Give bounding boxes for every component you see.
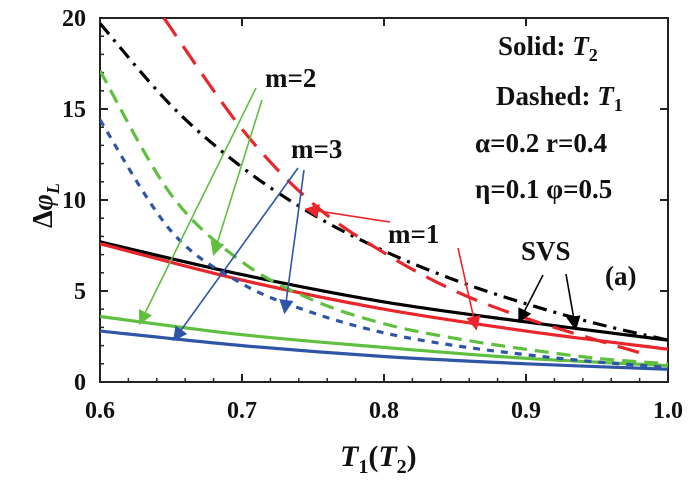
x-tick-label: 0.7 xyxy=(227,398,257,424)
x-axis: 0.6 0.7 0.8 0.9 1.0 xyxy=(85,18,683,424)
arrow-m2 xyxy=(139,87,257,326)
y-tick-label: 10 xyxy=(62,188,86,214)
series-m1-solid xyxy=(100,242,668,351)
arrow-svs xyxy=(565,273,581,331)
arrow-m3 xyxy=(172,167,299,342)
arrow-m3 xyxy=(279,169,305,315)
y-tick-label: 5 xyxy=(74,279,86,305)
y-axis-title: ΔφL xyxy=(28,183,63,228)
arrow-m1 xyxy=(304,203,391,223)
annotation-m3: m=3 xyxy=(291,134,342,164)
legend-params-1: α=0.2 r=0.4 xyxy=(475,128,607,158)
arrow-m1 xyxy=(457,247,481,331)
x-tick-label: 0.8 xyxy=(369,398,399,424)
arrow-svs xyxy=(518,274,544,324)
series-m3-solid xyxy=(100,329,668,371)
series-m2-dashed xyxy=(100,69,668,366)
legend-params-2: η=0.1 φ=0.5 xyxy=(475,174,612,204)
annotation-svs: SVS xyxy=(521,236,571,266)
series-m3-dashed xyxy=(100,119,668,370)
x-axis-title: T1(T2) xyxy=(340,440,417,478)
legend-solid: Solid: T2 xyxy=(498,31,598,65)
x-tick-label: 0.9 xyxy=(511,398,541,424)
y-axis: 0 5 10 15 20 xyxy=(62,6,668,396)
annotation-arrows xyxy=(139,87,581,342)
x-tick-label: 1.0 xyxy=(653,398,683,424)
annotation-m2: m=2 xyxy=(265,63,316,93)
legend-dashed: Dashed: T1 xyxy=(496,81,623,115)
x-tick-label: 0.6 xyxy=(85,398,115,424)
panel-label: (a) xyxy=(605,261,636,291)
y-tick-label: 0 xyxy=(74,370,86,396)
y-tick-label: 20 xyxy=(62,6,86,32)
arrow-m2 xyxy=(210,99,263,256)
y-tick-label: 15 xyxy=(62,97,86,123)
annotation-m1: m=1 xyxy=(388,219,439,249)
